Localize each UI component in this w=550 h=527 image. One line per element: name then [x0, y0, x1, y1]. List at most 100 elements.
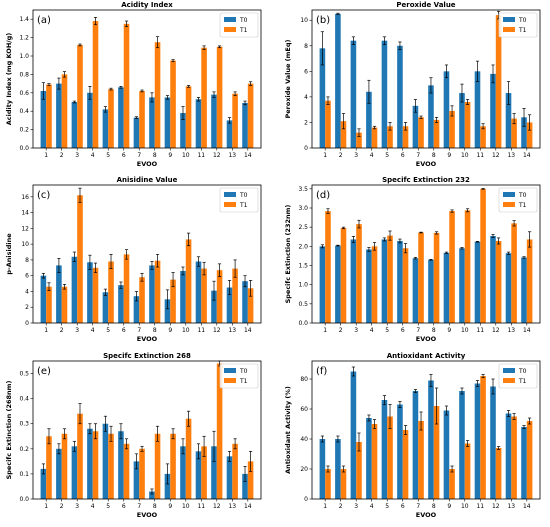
- bar-t1-2: [61, 433, 68, 499]
- x-tick-label: 3: [354, 152, 358, 159]
- y-tick-label: 0.5: [298, 301, 308, 308]
- bar-t0-1: [40, 275, 47, 323]
- bar-t0-13: [226, 456, 233, 499]
- bar-t1-10: [464, 210, 471, 323]
- bar-t1-3: [77, 413, 83, 499]
- bar-t1-9: [449, 211, 455, 323]
- y-axis-label: Specifc Extinction (232nm): [284, 205, 292, 304]
- x-axis-label: EVOO: [137, 511, 158, 519]
- bar-t0-14: [242, 102, 248, 148]
- bar-t1-8: [433, 119, 440, 148]
- bar-t0-4: [366, 91, 372, 148]
- x-tick-label: 1: [44, 327, 48, 334]
- x-tick-label: 7: [416, 327, 420, 334]
- x-tick-label: 11: [476, 152, 484, 159]
- bar-t1-14: [526, 421, 533, 499]
- bar-t1-6: [402, 126, 409, 148]
- y-tick-label: 1.0: [298, 282, 308, 289]
- bar-t1-5: [387, 235, 393, 323]
- y-tick-label: 8: [25, 257, 29, 264]
- y-tick-label: 6: [25, 273, 29, 280]
- x-tick-label: 12: [213, 503, 221, 510]
- bar-t0-4: [366, 418, 372, 499]
- bar-t0-1: [40, 468, 47, 499]
- legend-label-t0: T0: [239, 17, 248, 24]
- x-tick-label: 12: [492, 503, 500, 510]
- bar-t0-4: [87, 92, 93, 148]
- panel-label: (c): [37, 190, 50, 201]
- y-tick-label: 0.0: [298, 320, 308, 327]
- y-tick-label: 1.2: [19, 35, 29, 42]
- x-tick-label: 13: [228, 152, 236, 159]
- bar-t0-7: [133, 117, 140, 148]
- x-tick-label: 6: [122, 503, 126, 510]
- bar-t0-8: [149, 97, 155, 148]
- bar-t1-4: [92, 267, 99, 323]
- bar-t1-9: [170, 60, 176, 148]
- bar-t0-7: [412, 105, 419, 148]
- x-tick-label: 14: [523, 327, 531, 334]
- bar-t1-9: [170, 279, 176, 323]
- x-tick-label: 13: [507, 152, 515, 159]
- bar-t0-4: [87, 428, 93, 499]
- x-axis-label: EVOO: [137, 335, 158, 343]
- bar-t0-5: [381, 239, 388, 323]
- x-tick-label: 2: [339, 152, 343, 159]
- bar-t1-14: [247, 461, 254, 499]
- chart-title: Peroxide Value: [396, 1, 455, 9]
- y-tick-label: 4: [25, 288, 29, 295]
- legend-label-t1: T1: [518, 202, 527, 209]
- bar-t0-11: [474, 71, 481, 148]
- panel-label: (a): [37, 15, 51, 26]
- bar-t1-10: [185, 239, 192, 323]
- bar-t0-12: [490, 235, 496, 323]
- bar-t1-12: [216, 363, 223, 499]
- bar-t1-14: [526, 239, 533, 323]
- legend-swatch-t0: [224, 368, 236, 373]
- x-tick-label: 6: [401, 327, 405, 334]
- legend-swatch-t1: [224, 378, 236, 383]
- bar-t0-6: [118, 285, 124, 323]
- x-tick-label: 13: [228, 327, 236, 334]
- bar-t0-14: [242, 473, 248, 499]
- bar-t0-14: [521, 117, 527, 148]
- bar-t0-12: [490, 73, 496, 148]
- y-tick-label: 0.6: [19, 90, 29, 97]
- bar-t1-10: [464, 443, 471, 499]
- x-tick-label: 13: [228, 503, 236, 510]
- bar-t1-6: [123, 254, 130, 323]
- bar-t0-5: [381, 400, 388, 499]
- legend-swatch-t0: [224, 17, 236, 22]
- legend-label-t1: T1: [239, 202, 248, 209]
- x-tick-label: 4: [370, 503, 374, 510]
- bar-t1-2: [61, 74, 68, 148]
- bar-t1-4: [92, 431, 99, 499]
- bar-t0-5: [102, 109, 109, 148]
- bar-t1-5: [387, 126, 393, 148]
- panel-label: (e): [37, 366, 51, 377]
- y-tick-label: 0.4: [19, 396, 29, 403]
- bar-t0-3: [350, 239, 357, 323]
- axes-frame: [32, 360, 262, 500]
- legend-swatch-t1: [503, 202, 515, 207]
- bar-t1-11: [480, 188, 486, 323]
- y-tick-label: 16: [21, 194, 29, 201]
- y-axis-label: p-Anisidine: [5, 233, 13, 275]
- bar-t1-5: [387, 416, 393, 499]
- x-tick-label: 6: [122, 327, 126, 334]
- bar-t0-1: [40, 90, 47, 148]
- panel-label: (d): [316, 190, 330, 201]
- x-tick-label: 9: [168, 327, 172, 334]
- legend-swatch-t1: [224, 27, 236, 32]
- x-tick-label: 5: [106, 152, 110, 159]
- legend-swatch-t0: [224, 192, 236, 197]
- chart-title: Anisidine Value: [117, 176, 178, 184]
- bar-t0-2: [335, 245, 341, 323]
- bar-t1-12: [495, 15, 502, 148]
- y-tick-label: 0.3: [19, 421, 29, 428]
- y-tick-label: 0.5: [19, 371, 29, 378]
